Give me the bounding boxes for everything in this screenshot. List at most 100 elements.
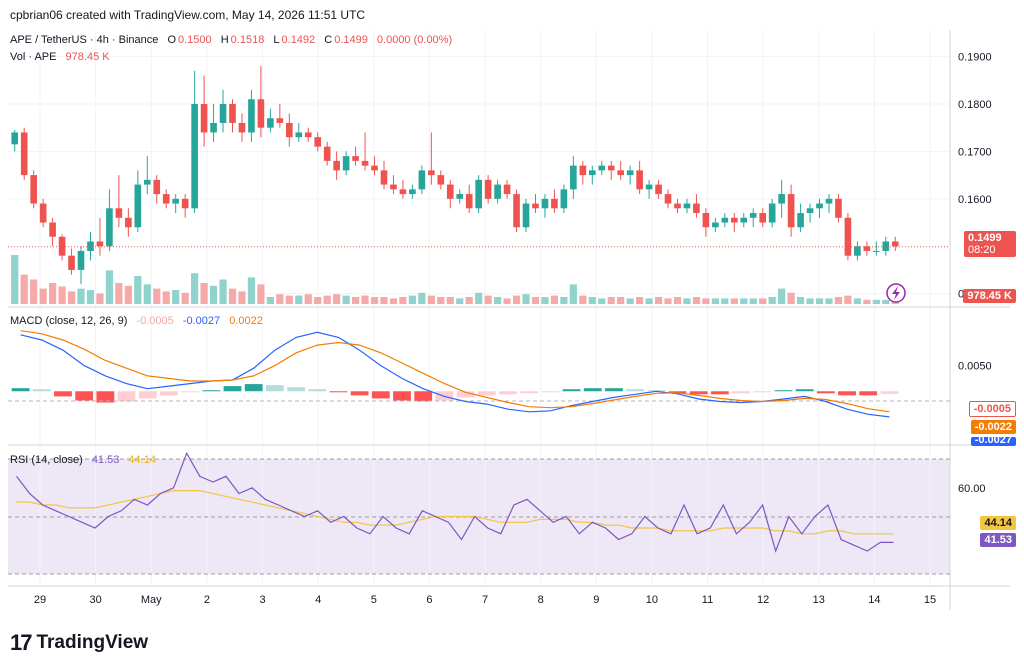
candle-body [257, 99, 265, 128]
macd-histogram-bar [329, 391, 348, 393]
volume-bar [768, 297, 776, 304]
candle-body [210, 122, 217, 133]
candle-body [399, 189, 407, 195]
candle-body [409, 189, 416, 195]
macd-histogram-bar [520, 391, 539, 394]
macd-histogram-bar [774, 390, 793, 392]
volume-bar [560, 297, 568, 304]
candle-body [333, 160, 340, 171]
volume-bar [740, 298, 748, 304]
macd-tick-label: 0.0050 [958, 361, 992, 373]
candle-body [541, 198, 549, 209]
macd-histogram-bar [393, 391, 411, 401]
candle-body [314, 137, 322, 147]
candle-body [863, 246, 871, 251]
candle-body [484, 179, 492, 199]
last-price-tag: 0.1499 08:20 [964, 231, 1016, 257]
volume-label[interactable]: Vol · APE [10, 51, 57, 63]
volume-bar [342, 295, 350, 304]
volume-bar [882, 299, 890, 304]
volume-bar [295, 295, 303, 304]
volume-bar [191, 273, 199, 304]
macd-histogram-bar [859, 391, 878, 396]
volume-bar [730, 298, 738, 304]
volume-bar [285, 295, 293, 304]
last-price-value: 0.1499 [968, 232, 1002, 244]
macd-histogram-bar [456, 391, 475, 398]
low-value: 0.1492 [281, 34, 316, 46]
volume-bar [181, 292, 189, 304]
candle-body [494, 184, 501, 199]
volume-bar [607, 297, 615, 304]
macd-histogram-bar [732, 391, 750, 394]
open-value: 0.1500 [178, 34, 212, 46]
volume-bar [67, 291, 76, 304]
candle-body [390, 184, 397, 190]
volume-bar [834, 297, 843, 304]
alert-icon[interactable] [886, 283, 906, 303]
candle-body [749, 213, 757, 218]
candle-body [371, 165, 378, 171]
symbol-label[interactable]: APE / TetherUS · 4h · Binance [10, 34, 159, 46]
macd-histogram-bar [816, 391, 835, 394]
candle-body [352, 156, 359, 161]
time-tick-label: 13 [813, 594, 825, 606]
macd-histogram-bar [838, 391, 856, 396]
candle-body [465, 194, 473, 209]
volume-bar [465, 297, 473, 304]
volume-bar [512, 295, 521, 304]
candle-body [513, 194, 520, 228]
candle-body [238, 122, 246, 133]
price-tick-label: 0.1700 [958, 146, 992, 158]
time-tick-label: 5 [371, 594, 377, 606]
candle-body [730, 217, 738, 223]
macd-label[interactable]: MACD (close, 12, 26, 9) [10, 315, 128, 327]
chart-attribution: cpbrian06 created with TradingView.com, … [10, 8, 366, 22]
tradingview-logo[interactable]: 17 TradingView [10, 630, 148, 656]
chart-canvas[interactable]: 0.19000.18000.17000.16000.14000.005060.0… [0, 0, 1024, 620]
candle-body [20, 132, 28, 176]
rsi-tag: 41.53 [980, 533, 1016, 547]
candle-body [295, 132, 303, 138]
volume-bar [692, 297, 701, 304]
volume-bar [853, 298, 861, 304]
volume-bar [153, 288, 161, 304]
macd-histogram-bar [583, 388, 602, 392]
candle-body [664, 194, 672, 204]
candle-body [825, 198, 833, 204]
candle-body [768, 203, 776, 223]
volume-bar [134, 276, 142, 304]
candle-body [816, 203, 823, 209]
volume-bar [323, 295, 331, 304]
macd-histogram-bar [202, 390, 221, 392]
macd-histogram-bar [605, 388, 623, 392]
volume-bar [456, 298, 464, 304]
candle-body [276, 118, 284, 123]
macd-histogram-bar [11, 388, 30, 392]
candle-body [475, 179, 482, 209]
volume-bar [266, 297, 274, 304]
candle-body [181, 198, 189, 209]
rsi-label[interactable]: RSI (14, close) [10, 454, 83, 466]
volume-bar [664, 298, 672, 304]
time-tick-label: 11 [702, 594, 713, 606]
candle-body [712, 222, 719, 228]
volume-bar [399, 297, 407, 304]
volume-bar [825, 298, 833, 304]
candle-body [125, 217, 132, 228]
macd-legend: MACD (close, 12, 26, 9) -0.0005 -0.0027 … [10, 315, 265, 327]
candle-body [446, 184, 454, 199]
candle-body [740, 217, 748, 223]
volume-bar [257, 284, 265, 304]
candle-body [693, 203, 700, 214]
candle-body [570, 165, 577, 190]
candle-body [361, 160, 369, 166]
volume-bar [58, 286, 66, 304]
volume-bar [86, 290, 95, 304]
volume-bar [636, 297, 644, 304]
rsi-legend: RSI (14, close) 41.53 44.14 [10, 454, 158, 466]
volume-bar [228, 288, 237, 304]
candle-body [229, 104, 236, 123]
price-tick-label: 0.1800 [958, 99, 992, 111]
